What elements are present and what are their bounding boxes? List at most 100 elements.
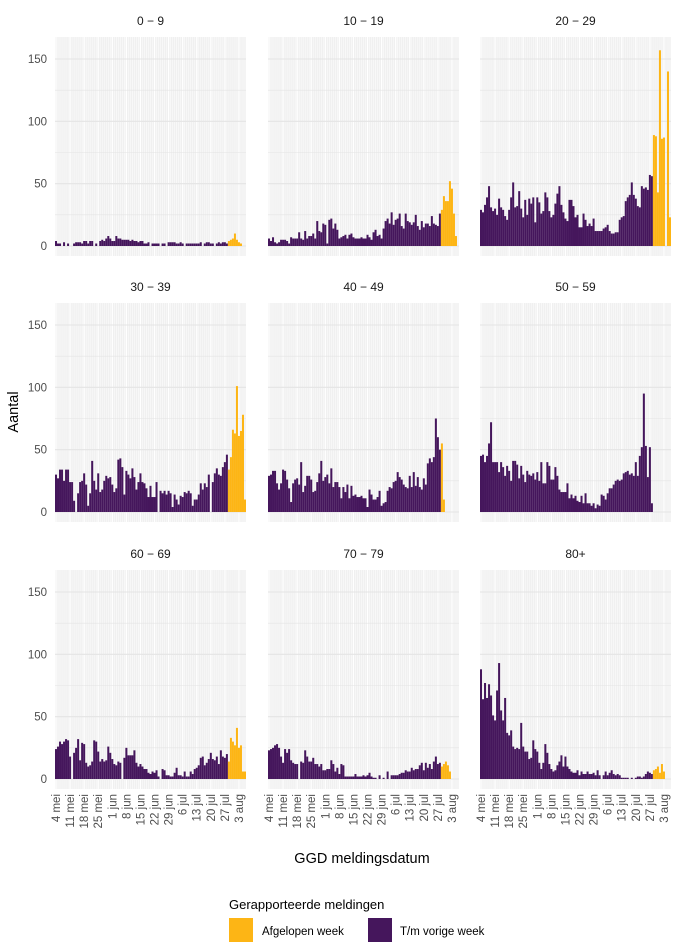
bar: [546, 462, 549, 512]
bar: [530, 475, 533, 512]
bar: [99, 241, 102, 246]
x-tick-label: 22 jun: [575, 794, 587, 825]
bar: [302, 762, 305, 779]
x-tick-label: 20 jul: [419, 794, 431, 822]
bar: [658, 772, 661, 779]
bar: [378, 490, 381, 512]
bar: [438, 762, 441, 779]
bar: [280, 239, 283, 246]
bar: [101, 239, 104, 246]
bar: [177, 504, 180, 512]
y-tick-label: 0: [41, 507, 47, 519]
bar: [87, 505, 90, 512]
bar: [540, 769, 543, 779]
bar: [568, 498, 571, 512]
bar: [590, 505, 593, 512]
bar: [161, 769, 164, 779]
bar: [578, 502, 581, 512]
bar: [604, 771, 607, 779]
bar: [125, 239, 128, 246]
bar: [183, 771, 186, 779]
x-tick-label: 13 jul: [405, 794, 417, 822]
bar: [121, 467, 124, 512]
facet-title: 60 − 69: [130, 547, 171, 561]
bar: [203, 765, 206, 779]
bar: [638, 455, 641, 512]
bar: [55, 241, 58, 246]
bar: [584, 774, 587, 779]
bar: [606, 224, 609, 246]
bar: [133, 477, 136, 512]
bar: [344, 492, 347, 512]
bar: [310, 479, 313, 512]
bar: [137, 482, 140, 512]
facet-title: 40 − 49: [343, 280, 384, 294]
bar: [324, 770, 327, 779]
bar: [129, 478, 132, 512]
facet-panel: 50 − 59: [480, 280, 671, 522]
bar: [616, 232, 619, 246]
bar: [610, 233, 613, 246]
bar: [207, 242, 210, 246]
facet-panel: 10 − 19: [268, 14, 459, 256]
x-tick-label: 27 jul: [645, 794, 657, 822]
bar: [334, 223, 337, 246]
bar: [596, 770, 599, 779]
x-tick-label: 15 jun: [135, 794, 147, 825]
bar: [654, 136, 657, 246]
bar: [217, 474, 220, 512]
x-tick-label: 1 jun: [107, 794, 119, 819]
bar: [612, 774, 615, 779]
bar: [103, 480, 106, 512]
bar: [480, 209, 483, 246]
bar: [518, 478, 521, 512]
bar: [163, 770, 166, 779]
bar: [382, 228, 385, 246]
bar: [600, 494, 603, 512]
bar: [540, 213, 543, 246]
bar: [274, 745, 277, 779]
bar: [268, 238, 271, 246]
bar: [602, 495, 605, 512]
bar: [412, 770, 415, 779]
bar: [658, 50, 661, 247]
bar: [512, 182, 515, 246]
bar: [332, 228, 335, 246]
bar: [302, 492, 305, 512]
bar: [578, 775, 581, 779]
bar: [548, 465, 551, 512]
bar: [552, 771, 555, 779]
bar: [151, 771, 154, 779]
bar: [608, 231, 611, 246]
bar: [189, 243, 192, 246]
bar: [173, 242, 176, 246]
bar: [336, 482, 339, 512]
bar: [432, 761, 435, 779]
bar: [580, 771, 583, 779]
bar: [620, 217, 623, 246]
bar: [568, 199, 571, 246]
bar: [406, 221, 409, 246]
bar: [310, 236, 313, 246]
bar: [221, 242, 224, 246]
bar: [61, 744, 64, 779]
legend-title: Gerapporteerde meldingen: [229, 897, 384, 912]
bar: [356, 776, 359, 779]
bar: [452, 213, 455, 246]
bar: [626, 777, 629, 779]
bar: [105, 760, 108, 779]
bar: [492, 211, 495, 246]
bar: [500, 207, 503, 246]
bar: [360, 776, 363, 779]
bar: [89, 765, 92, 779]
bar: [644, 187, 647, 246]
bar: [334, 482, 337, 512]
x-tick-label: 29 jun: [377, 794, 389, 825]
bar: [153, 497, 156, 512]
bar: [322, 223, 325, 246]
bar: [440, 766, 443, 779]
bar: [169, 242, 172, 246]
bar: [392, 775, 395, 779]
bar: [362, 775, 365, 779]
bar: [410, 224, 413, 246]
